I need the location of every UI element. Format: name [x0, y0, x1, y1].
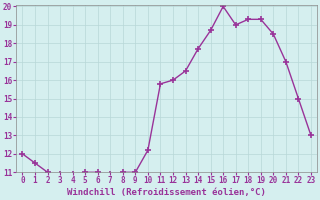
- X-axis label: Windchill (Refroidissement éolien,°C): Windchill (Refroidissement éolien,°C): [67, 188, 266, 197]
